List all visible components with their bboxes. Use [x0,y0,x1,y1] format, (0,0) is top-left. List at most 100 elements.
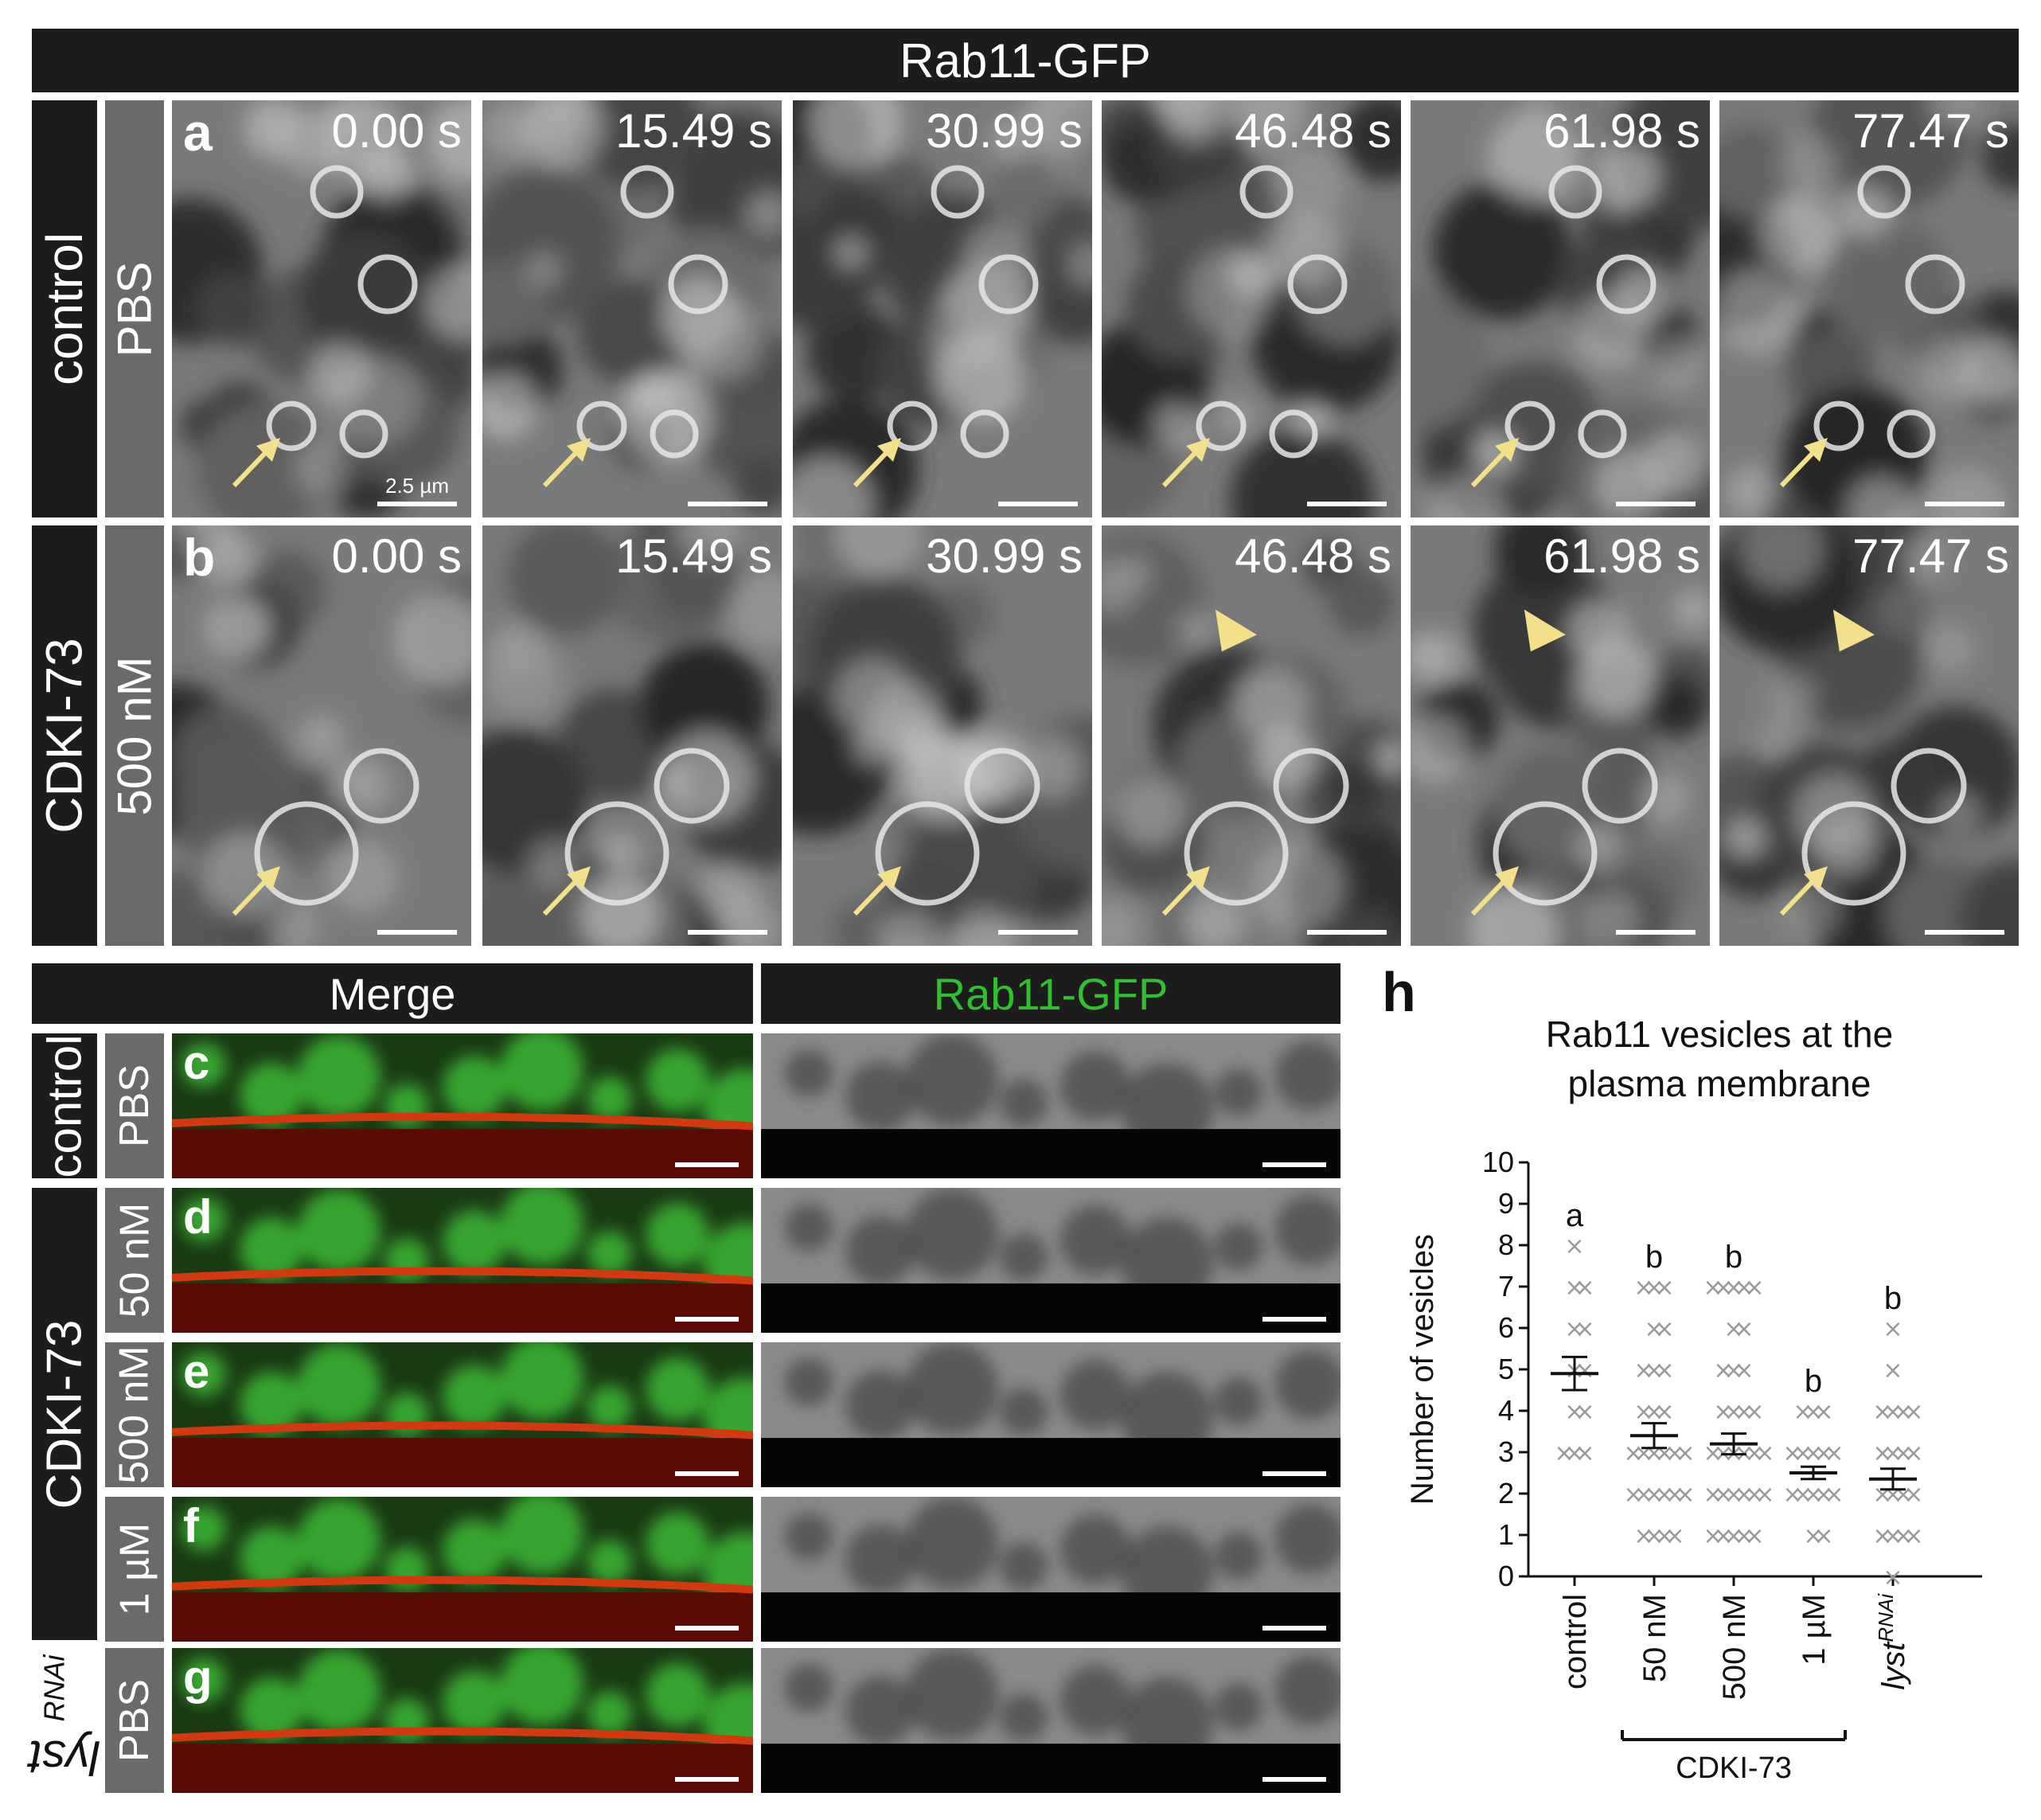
data-point: × [1734,1481,1754,1509]
significance-letter: b [1805,1364,1822,1399]
y-tick-label: 5 [1498,1353,1514,1385]
micrograph-image [482,100,782,517]
merge-panel: g [172,1648,753,1793]
lower-treatment-label: 500 nM [105,1342,164,1487]
data-point: × [1813,1481,1833,1509]
green-channel-image [761,1342,1341,1487]
data-point: × [1903,1398,1923,1426]
data-point: × [1654,1398,1674,1426]
data-point: × [1675,1439,1695,1467]
data-point: × [1713,1357,1733,1385]
micrograph-image [1411,100,1710,517]
data-point: × [1575,1439,1594,1467]
timelapse-panel: 61.98 s [1411,100,1710,517]
y-tick-label: 0 [1498,1560,1514,1592]
micrograph-image [1719,100,2019,517]
y-tick-label: 4 [1498,1394,1514,1427]
data-point: × [1703,1481,1723,1509]
data-point: × [1633,1439,1653,1467]
timelapse-panel: 30.99 s [793,100,1092,517]
scale-bar [688,930,767,935]
data-point: × [1782,1481,1802,1509]
significance-letter: b [1645,1240,1663,1275]
merge-panel: e [172,1342,753,1487]
lower-treatment-label: PBS [105,1033,164,1178]
data-point: × [1744,1398,1764,1426]
data-point: × [1575,1398,1594,1426]
green-header-label: Rab11-GFP [933,968,1169,1019]
significance-letter: b [1884,1281,1902,1316]
green-channel-panel [761,1497,1341,1642]
data-point: × [1703,1522,1723,1550]
micrograph-image [793,525,1092,946]
timestamp-label: 61.98 s [1543,104,1700,158]
timestamp-label: 0.00 s [331,529,462,583]
data-point: × [1575,1274,1594,1302]
x-category-label: 50 nM [1637,1594,1672,1682]
scale-bar [675,1471,739,1476]
timestamp-label: 30.99 s [926,104,1083,158]
data-point: × [1754,1481,1774,1509]
data-point: × [1883,1315,1902,1343]
micrograph-image [482,525,782,946]
x-category-label: lystRNAi [1874,1593,1911,1690]
scale-bar [1262,1777,1326,1782]
merge-image [172,1342,753,1487]
data-point: × [1793,1398,1813,1426]
data-point: × [1872,1398,1892,1426]
data-point: × [1903,1439,1923,1467]
data-point: × [1723,1398,1743,1426]
y-axis-label: Number of vesicles [1405,1234,1440,1505]
timelapse-panel: 30.99 s [793,525,1092,946]
data-point: × [1654,1481,1674,1509]
timelapse-panel: 77.47 s [1719,100,2019,517]
data-point: × [1723,1315,1743,1343]
scale-bar [1307,930,1387,935]
lower-treatment-label: 50 nM [105,1188,164,1333]
data-point: × [1644,1357,1664,1385]
timelapse-panel: 61.98 s [1411,525,1710,946]
data-point: × [1654,1522,1674,1550]
panel-letter: e [183,1345,210,1398]
lyst-sup: RNAi [37,1654,71,1722]
data-point: × [1883,1522,1902,1550]
data-point: × [1554,1439,1574,1467]
data-point: × [1734,1522,1754,1550]
scale-bar [1925,930,2004,935]
micrograph-image [1411,525,1710,946]
data-point: × [1575,1357,1594,1385]
data-point: × [1654,1274,1674,1302]
group-cdki-label: CDKI-73 [32,1188,97,1640]
data-point: × [1813,1522,1833,1550]
micrograph-image [1719,525,2019,946]
data-point: × [1723,1357,1743,1385]
scale-bar-label: 2.5 µm [384,474,449,498]
micrograph-image [1102,100,1401,517]
timestamp-label: 61.98 s [1543,529,1700,583]
scale-bar [1616,930,1696,935]
data-point: × [1623,1481,1643,1509]
data-point: × [1872,1522,1892,1550]
data-point: × [1903,1481,1923,1509]
data-point: × [1654,1315,1674,1343]
data-point: × [1893,1481,1913,1509]
data-point: × [1564,1398,1584,1426]
lower-treatment-label: 1 µM [105,1497,164,1642]
green-header-bar: Rab11-GFP [761,963,1341,1024]
data-point: × [1644,1398,1664,1426]
scale-bar [675,1777,739,1782]
data-point: × [1803,1398,1823,1426]
timelapse-panel: 46.48 s [1102,100,1401,517]
data-point: × [1633,1481,1653,1509]
timelapse-panel: 15.49 s [482,100,782,517]
y-tick-label: 10 [1482,1146,1514,1178]
data-point: × [1723,1274,1743,1302]
scale-bar [1262,1626,1326,1631]
green-channel-panel [761,1033,1341,1178]
panel-h-title-line2: plasma membrane [1567,1063,1871,1104]
data-point: × [1633,1398,1653,1426]
data-point: × [1575,1315,1594,1343]
scale-bar [1262,1471,1326,1476]
data-point: × [1782,1439,1802,1467]
scale-bar [688,502,767,506]
